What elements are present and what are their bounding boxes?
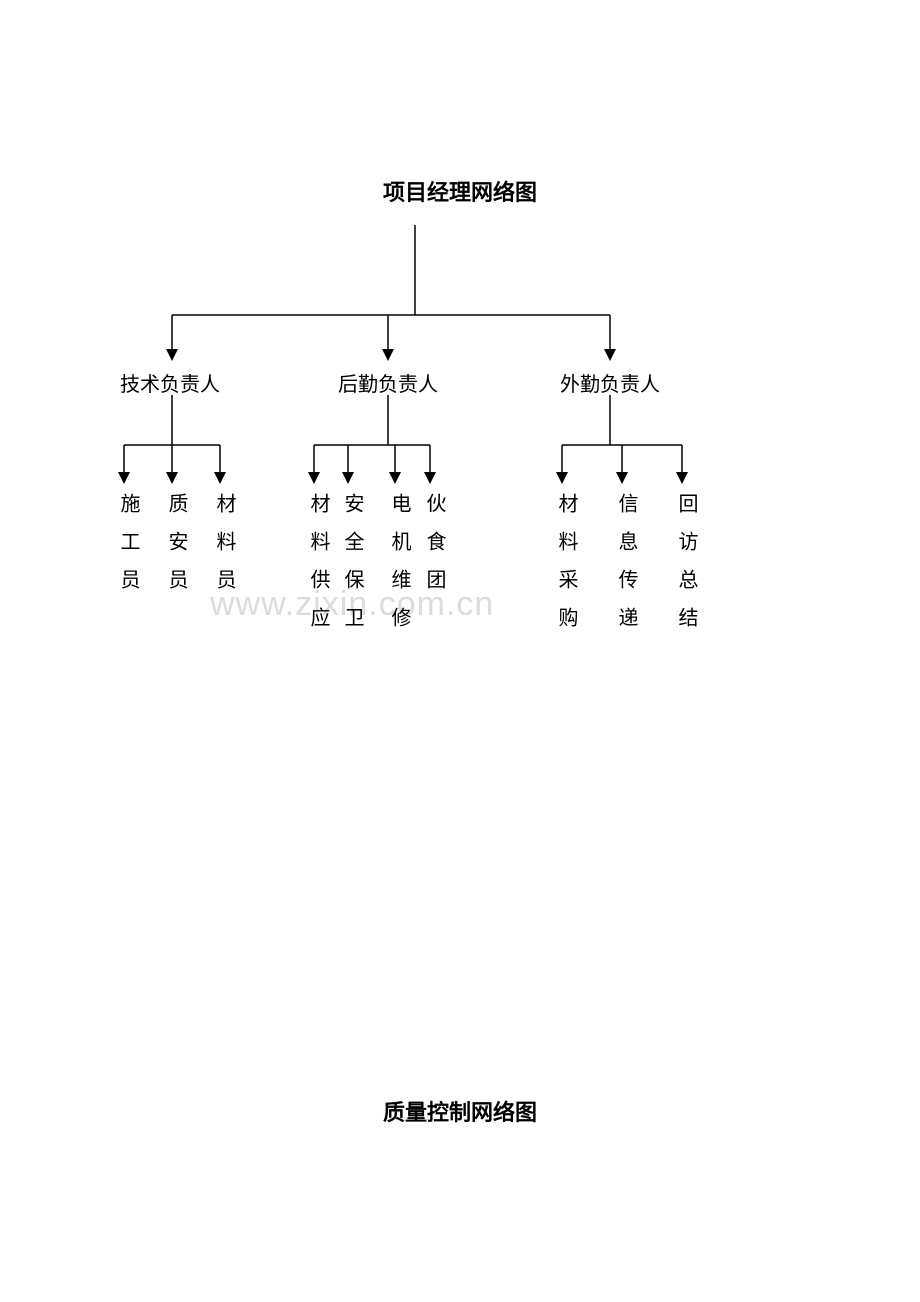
level2-node-tech: 技术负责人 xyxy=(120,368,220,397)
leaf-review: 回访总结 xyxy=(672,493,701,645)
leaf-security: 安全保卫 xyxy=(338,493,367,645)
leaf-info: 信息传递 xyxy=(612,493,641,645)
leaf-material: 材料员 xyxy=(210,493,239,607)
diagram-lines xyxy=(0,0,920,1302)
level2-node-field: 外勤负责人 xyxy=(560,368,660,397)
leaf-supply: 材料供应 xyxy=(304,493,333,645)
leaf-food: 伙食团 xyxy=(420,493,449,607)
leaf-electric: 电机维修 xyxy=(385,493,414,645)
leaf-purchase: 材料采购 xyxy=(552,493,581,645)
leaf-quality: 质安员 xyxy=(162,493,191,607)
leaf-construction: 施工员 xyxy=(114,493,143,607)
level2-node-logistics: 后勤负责人 xyxy=(338,368,438,397)
